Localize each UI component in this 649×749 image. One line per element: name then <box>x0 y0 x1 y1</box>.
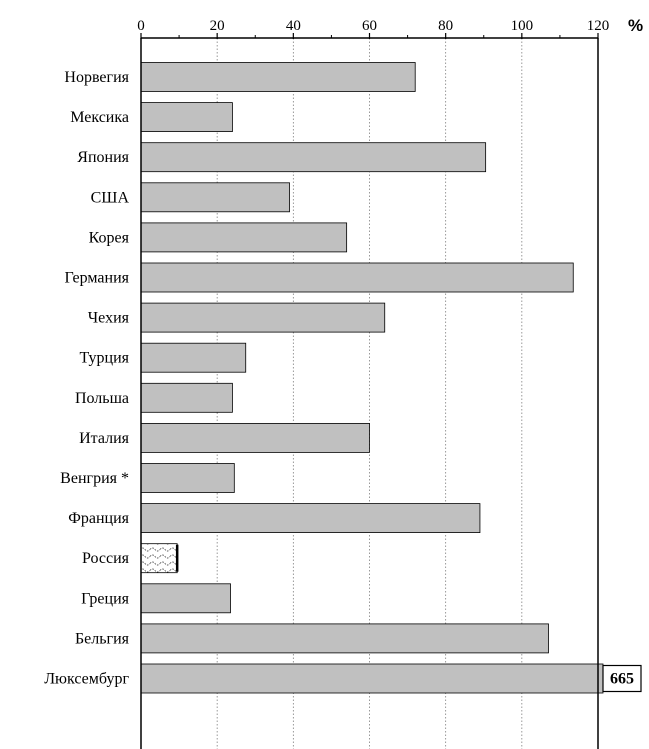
category-label: Германия <box>65 270 130 287</box>
x-tick-label: 40 <box>286 18 301 34</box>
bars <box>140 62 604 694</box>
category-label: Италия <box>79 430 130 447</box>
bar <box>140 503 481 534</box>
category-label: Франция <box>68 510 129 527</box>
category-label: Чехия <box>88 310 130 327</box>
bar <box>140 382 233 413</box>
category-label: США <box>91 189 130 206</box>
bar <box>140 663 604 694</box>
x-tick-label: 120 <box>587 18 610 34</box>
x-tick-label: 20 <box>210 18 225 34</box>
bar <box>140 142 487 173</box>
unit-label: % <box>628 16 643 35</box>
x-tick-label: 80 <box>438 18 453 34</box>
bar <box>140 62 416 92</box>
callouts: 665 <box>602 664 642 693</box>
value-callout-label: 665 <box>610 671 634 688</box>
category-label: Япония <box>77 149 129 166</box>
category-label: Польша <box>75 390 129 407</box>
bar <box>140 302 386 333</box>
category-label: Норвегия <box>64 69 129 86</box>
bar <box>140 463 235 493</box>
value-callout-box <box>602 664 642 693</box>
x-tick-label: 100 <box>511 18 534 34</box>
bar <box>140 102 233 132</box>
category-label: Бельгия <box>75 630 130 647</box>
x-tick-label: 0 <box>137 18 145 34</box>
bar <box>140 543 178 574</box>
category-label: Россия <box>82 550 130 567</box>
bar <box>140 262 574 293</box>
x-tick-label: 60 <box>362 18 377 34</box>
bar <box>140 422 370 453</box>
category-label: Турция <box>80 350 130 367</box>
category-labels: Норвегия Мексика Япония США Корея Германия Чех… <box>44 69 129 688</box>
x-axis: 0 20 40 60 80 100 120 <box>137 18 609 749</box>
bar <box>140 182 290 213</box>
bar <box>140 222 348 253</box>
category-label: Люксембург <box>44 671 129 688</box>
bar <box>140 342 247 373</box>
category-label: Мексика <box>70 109 129 126</box>
category-label: Венгрия * <box>60 470 129 487</box>
category-label: Корея <box>89 229 130 246</box>
bar <box>140 623 549 654</box>
bar <box>140 583 231 614</box>
category-label: Греция <box>81 590 129 607</box>
